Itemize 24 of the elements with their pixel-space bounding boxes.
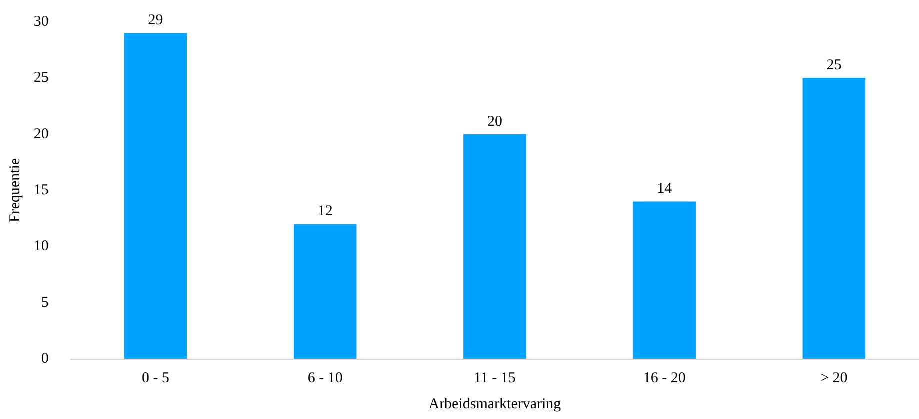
y-axis-title: Frequentie [8,158,24,223]
data-label: 20 [487,114,502,130]
bar [464,134,526,359]
data-label: 14 [657,181,673,198]
bar [124,33,188,359]
y-tick-label: 15 [34,182,49,198]
y-tick-label: 25 [34,70,49,86]
data-label: 29 [148,12,164,29]
data-label: 25 [826,58,842,74]
bar [633,202,696,359]
x-tick-label: 0 - 5 [142,370,170,386]
y-tick-label: 5 [41,294,49,311]
x-tick-label: 6 - 10 [308,370,343,386]
data-label: 12 [318,204,333,220]
x-tick-label: 11 - 15 [474,370,516,386]
bar [802,78,866,359]
y-tick-label: 30 [34,14,49,30]
x-tick-label: 16 - 20 [643,370,686,386]
bar [294,224,357,359]
x-tick-label: > 20 [820,370,848,386]
y-tick-label: 20 [34,126,49,142]
y-tick-label: 10 [34,238,49,255]
y-tick-label: 0 [41,351,49,367]
x-axis-title: Arbeidsmarktervaring [428,396,562,412]
